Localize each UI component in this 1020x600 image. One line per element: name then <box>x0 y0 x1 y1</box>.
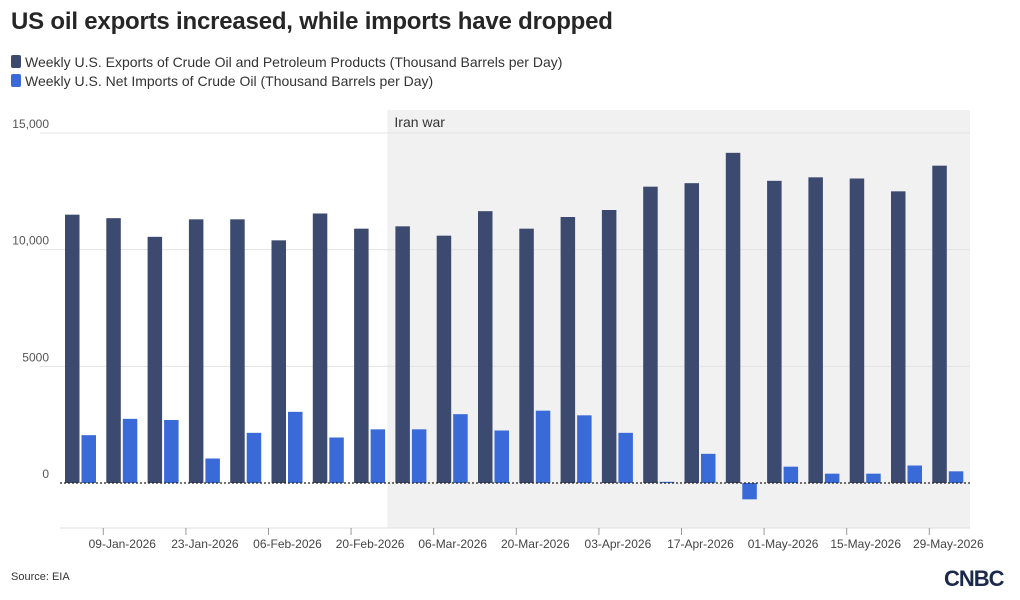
bar-imports <box>494 430 509 483</box>
bar-imports <box>81 435 96 483</box>
bar-imports <box>288 411 303 483</box>
bar-exports <box>849 178 865 483</box>
bar-exports <box>106 218 121 483</box>
x-tick-label: 23-Jan-2026 <box>171 537 239 551</box>
chart-title: US oil exports increased, while imports … <box>11 8 613 35</box>
bar-exports <box>767 180 782 484</box>
bar-exports <box>65 214 80 483</box>
x-tick-label: 29-May-2026 <box>913 537 984 551</box>
legend-swatch-exports <box>11 55 21 68</box>
x-tick-label: 01-May-2026 <box>748 537 819 551</box>
bar-exports <box>147 236 163 483</box>
x-tick-label: 20-Mar-2026 <box>501 537 570 551</box>
bar-exports <box>932 165 947 483</box>
bar-exports <box>188 219 204 484</box>
bar-imports <box>411 429 427 483</box>
cnbc-logo: CNBC <box>944 566 1005 591</box>
x-tick-label: 09-Jan-2026 <box>89 537 157 551</box>
legend-swatch-imports <box>11 74 21 87</box>
x-tick-label: 17-Apr-2026 <box>667 537 734 551</box>
bar-exports <box>436 235 452 483</box>
x-tick-label: 06-Feb-2026 <box>253 537 322 551</box>
legend-label-exports: Weekly U.S. Exports of Crude Oil and Pet… <box>25 53 563 70</box>
bar-imports <box>659 481 675 483</box>
y-tick-label: 0 <box>42 467 49 481</box>
source-note: Source: EIA <box>11 571 70 583</box>
bar-exports <box>560 217 576 483</box>
bar-imports <box>329 437 344 483</box>
chart-legend: Weekly U.S. Exports of Crude Oil and Pet… <box>11 52 562 90</box>
bar-exports <box>808 177 823 484</box>
x-tick-label: 15-May-2026 <box>830 537 901 551</box>
legend-item-imports: Weekly U.S. Net Imports of Crude Oil (Th… <box>11 71 562 90</box>
bar-exports <box>643 186 658 483</box>
bar-imports <box>618 432 633 483</box>
bar-imports <box>246 432 262 483</box>
bar-imports <box>535 410 551 483</box>
bar-exports <box>478 211 493 483</box>
x-tick-label: 20-Feb-2026 <box>336 537 405 551</box>
bar-exports <box>354 228 369 483</box>
bar-imports <box>370 429 386 483</box>
y-tick-label: 5000 <box>22 350 49 364</box>
y-tick-label: 10,000 <box>12 234 49 248</box>
bar-imports <box>577 415 592 483</box>
bar-imports <box>866 473 881 483</box>
x-tick-label: 06-Mar-2026 <box>418 537 487 551</box>
bar-exports <box>312 213 328 483</box>
bar-imports <box>783 466 799 483</box>
bar-imports <box>948 471 964 483</box>
bar-imports <box>205 458 220 483</box>
legend-label-imports: Weekly U.S. Net Imports of Crude Oil (Th… <box>25 72 434 89</box>
x-tick-label: 03-Apr-2026 <box>585 537 652 551</box>
bar-exports <box>230 219 245 484</box>
bar-imports <box>701 453 716 483</box>
bar-exports <box>601 210 617 483</box>
legend-item-exports: Weekly U.S. Exports of Crude Oil and Pet… <box>11 52 562 71</box>
bar-exports <box>725 152 741 484</box>
bar-imports <box>742 483 757 500</box>
bar-imports <box>824 473 840 483</box>
annotation-label: Iran war <box>394 114 445 130</box>
bar-imports <box>122 418 138 483</box>
bar-exports <box>891 191 906 484</box>
bar-exports <box>395 226 410 484</box>
y-tick-label: 15,000 <box>12 117 49 131</box>
bar-imports <box>164 420 179 483</box>
bar-exports <box>684 183 699 483</box>
bar-exports <box>271 240 286 483</box>
annotation-band <box>387 110 970 528</box>
bar-imports <box>907 465 922 483</box>
bar-exports <box>519 228 534 483</box>
bar-imports <box>453 414 468 483</box>
